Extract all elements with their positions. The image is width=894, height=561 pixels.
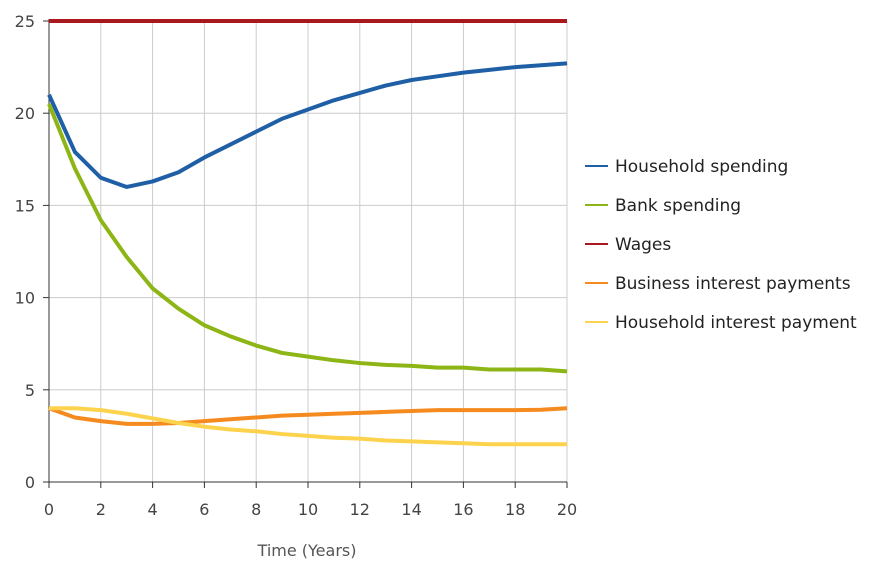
y-tick-label: 0 [25, 473, 35, 492]
x-tick-label: 10 [298, 500, 318, 519]
x-tick-label: 14 [401, 500, 421, 519]
legend-label: Household interest payment [615, 313, 857, 333]
legend-item: Household interest payment [585, 313, 857, 333]
x-tick-label: 8 [251, 500, 261, 519]
legend-item: Wages [585, 235, 671, 255]
x-tick-label: 4 [148, 500, 158, 519]
y-tick-label: 25 [15, 12, 35, 31]
x-tick-label: 18 [505, 500, 525, 519]
legend: Household spending Bank spending Wages Busi… [585, 157, 857, 333]
legend-item: Bank spending [585, 196, 741, 216]
y-tick-label: 5 [25, 381, 35, 400]
y-tick-label: 20 [15, 104, 35, 123]
x-tick-label: 6 [199, 500, 209, 519]
legend-item: Household spending [585, 157, 788, 177]
x-axis-title: Time (Years) [257, 541, 357, 560]
x-tick-label: 2 [96, 500, 106, 519]
y-tick-label: 15 [15, 196, 35, 215]
x-tick-label: 20 [557, 500, 577, 519]
x-tick-label: 0 [44, 500, 54, 519]
legend-label: Household spending [615, 157, 788, 177]
x-tick-label: 16 [453, 500, 473, 519]
legend-item: Business interest payments [585, 274, 851, 294]
y-tick-label: 10 [15, 289, 35, 308]
legend-label: Bank spending [615, 196, 741, 216]
x-tick-label: 12 [350, 500, 370, 519]
axes [43, 19, 567, 488]
legend-label: Wages [615, 235, 671, 255]
legend-label: Business interest payments [615, 274, 851, 294]
